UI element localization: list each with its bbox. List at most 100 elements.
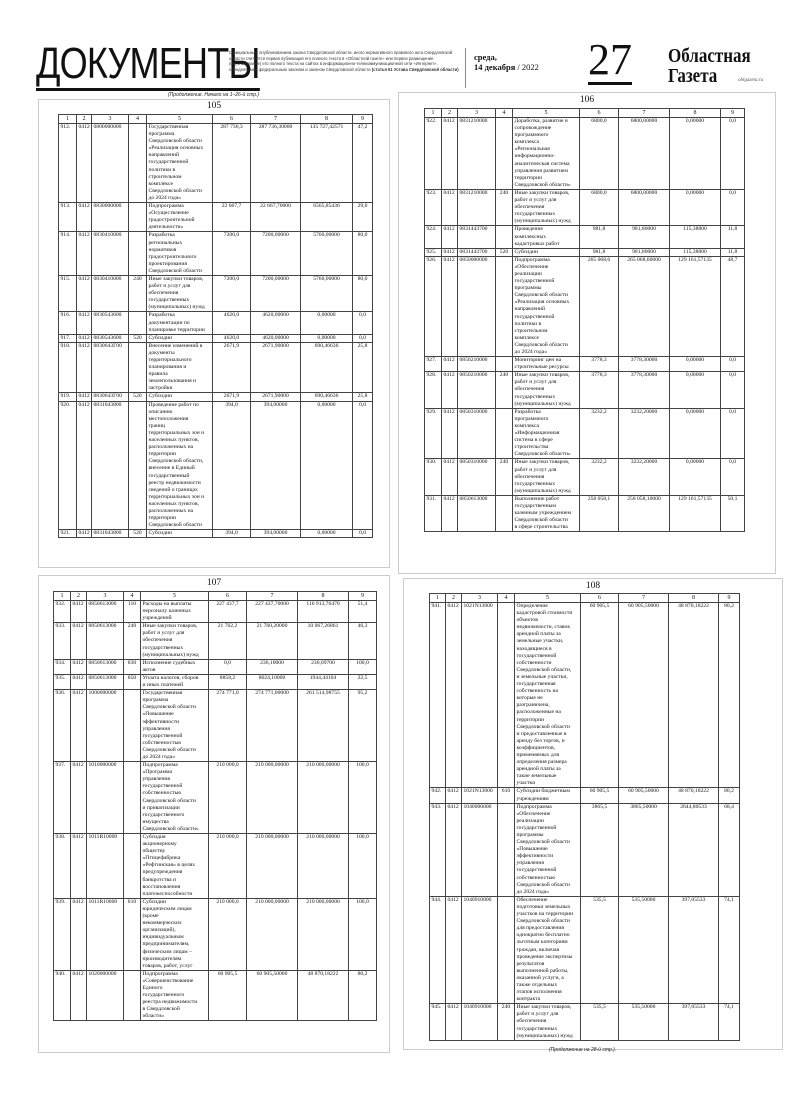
table-cell-col-3: 1011R10000 (86, 897, 124, 971)
table-cell-col-6: 6800,0 (579, 188, 619, 227)
table-cell-col-7: 236,10000 (246, 658, 298, 675)
table-cell-col-5: Разработка документации по планировке те… (146, 311, 213, 335)
table-cell-col-7: 22 667,70000 (250, 202, 301, 233)
table-cell-col-4: 110 (123, 599, 141, 624)
table-cell-col-8: 397,05533 (668, 895, 719, 1005)
table-cell-col-8: 210 000,00000 (297, 833, 349, 899)
table-cell-col-2: 0412 (441, 225, 458, 249)
table-cell-col-8: 116 913,76470 (297, 599, 349, 624)
table-cell-col-8: 48 870,18222 (668, 601, 719, 789)
table-cell-col-3: 0830543600 (91, 333, 129, 343)
table-cell-col-9: 80,2 (718, 601, 740, 789)
table-cell-col-2: 0412 (70, 969, 87, 1022)
column-header: 3 (86, 591, 124, 601)
table-cell-col-8: 0,00000 (669, 371, 721, 409)
table-cell-col-2: 0412 (70, 833, 87, 899)
table-row: 942. 0412 1021N13000 610 Субсидии бюджетным … (429, 787, 740, 804)
table-cell-col-4: 520 (128, 392, 147, 402)
table-cell-col-6: 394,0 (212, 400, 251, 531)
table-cell-col-8: 2644,80533 (668, 802, 719, 897)
table-cell-col-6: 535,5 (580, 1003, 619, 1041)
table-cell-col-9: 80,0 (352, 274, 373, 313)
table-cell-col-2: 0412 (70, 622, 87, 660)
table-cell-col-4: 830 (123, 658, 141, 675)
logo-line-2: Газета (668, 65, 718, 87)
table-cell-col-6: 3865,5 (580, 802, 619, 897)
table-cell-col-7: 287 736,30000 (250, 122, 301, 204)
table-cell-col-2: 0412 (76, 333, 92, 343)
panel-106: 106 1 2 3 4 5 6 7 8 9 922. 0412 0831210000 Доработка… (398, 92, 776, 574)
table-row: 923. 0412 0831210000 240 Иные закупки товаро… (424, 188, 745, 227)
table-row: 921. 0412 0831043800 520 Субсидии 394,0 394,00… (58, 529, 373, 539)
table-cell-col-7: 60 905,50000 (618, 787, 669, 804)
column-header: 8 (297, 591, 349, 601)
table-cell-col-9: 100,0 (348, 833, 377, 899)
table-cell-col-9: 46,3 (348, 622, 377, 660)
table-cell-col-3: 1040910000 (461, 895, 498, 1005)
table-cell-col-6: 7200,0 (212, 274, 251, 313)
table-cell-col-2: 0412 (76, 202, 92, 233)
table-cell-col-6: 60 905,5 (580, 787, 619, 804)
table-cell-col-2: 0412 (445, 601, 462, 789)
table-cell-col-1: 916. (58, 311, 77, 335)
table-cell-col-5: Субсидии бюджетным учреждениям (514, 787, 581, 804)
table-cell-col-2: 0412 (445, 802, 462, 897)
table-cell-col-7: 3232,20000 (618, 458, 670, 496)
table-cell-col-3: 0831210000 (457, 188, 496, 227)
table-cell-col-1: 942. (429, 787, 446, 804)
table-cell-col-5: Исполнение судебных актов (140, 658, 209, 675)
table-cell-col-3: 0830000000 (91, 202, 129, 233)
table-row: 918. 0412 0830643Г00 Внесение изменений в д… (58, 341, 373, 394)
table-cell-col-9: 80,0 (352, 231, 373, 276)
table-cell-col-5: Выполнение работ государственным казенны… (512, 494, 580, 533)
table-cell-col-5: Разработка региональных нормативов градо… (146, 231, 213, 276)
table-row: 927. 0412 0850210000 Мониторинг цен на стро… (424, 356, 745, 373)
table-cell-col-8: 5760,00000 (300, 231, 353, 276)
column-header: 4 (128, 114, 147, 124)
table-cell-col-6: 0,0 (208, 658, 247, 675)
table-row: 924. 0412 0831443700 Проведение комплексных… (424, 225, 745, 249)
table-row: 917. 0412 0830543600 520 Субсидии 4620,0 4620,… (58, 333, 373, 343)
table-cell-col-6: 3232,2 (579, 458, 619, 496)
table-cell-col-2: 0412 (441, 356, 458, 373)
table-cell-col-4: 240 (128, 274, 147, 313)
table-cell-col-3: 0830643Г00 (91, 392, 129, 402)
column-header: 2 (70, 591, 87, 601)
table-cell-col-7: 394,00000 (250, 400, 301, 531)
issue-year: / 2022 (517, 62, 539, 72)
table-cell-col-2: 0412 (441, 255, 458, 358)
table-cell-col-6: 3778,3 (579, 356, 619, 373)
table-cell-col-9: 11,8 (720, 225, 745, 249)
table-cell-col-4 (128, 202, 147, 233)
table-cell-col-6: 8858,2 (208, 673, 247, 691)
table-cell-col-1: 936. (53, 689, 71, 763)
table-cell-col-8: 5760,00000 (300, 274, 353, 313)
table-cell-col-2: 0412 (445, 787, 462, 804)
table-row: 938. 0412 1011R10000 Субсидия акционерному … (53, 833, 377, 899)
table-cell-col-1: 931. (424, 494, 442, 533)
table-cell-col-7: 210 000,00000 (246, 761, 298, 834)
table-cell-col-6: 60 905,5 (580, 601, 619, 789)
table-cell-col-9: 0,0 (352, 311, 373, 335)
table-cell-col-4 (123, 969, 141, 1022)
table-row: 929. 0412 0850310000 Разработка программног… (424, 407, 745, 460)
table-cell-col-1: 925. (424, 247, 442, 257)
table-cell-col-1: 926. (424, 255, 442, 358)
table-cell-col-2: 0412 (70, 761, 87, 834)
table-cell-col-4 (495, 407, 513, 460)
table-cell-col-8: 690,46636 (300, 341, 353, 394)
table-cell-col-2: 0412 (441, 188, 458, 227)
table-cell-col-8: 129 161,57135 (669, 494, 721, 533)
table-cell-col-6: 258 058,1 (579, 494, 619, 533)
budget-table: 1 2 3 4 5 6 7 8 9 941. 0412 1021N13000 Определение к… (429, 593, 740, 1041)
table-cell-col-6: 227 437,7 (208, 599, 247, 624)
logo-line-1: Областная (668, 45, 751, 67)
table-cell-col-6: 394,0 (212, 529, 251, 539)
table-row: 935. 0412 0850613000 850 Уплата налогов, сбо… (53, 673, 377, 691)
table-cell-col-3: 1021N13000 (461, 601, 498, 789)
column-header: 5 (146, 114, 213, 124)
table-cell-col-3: 1020000000 (86, 969, 124, 1022)
table-cell-col-3: 0831443700 (457, 225, 496, 249)
table-cell-col-4 (123, 761, 141, 834)
